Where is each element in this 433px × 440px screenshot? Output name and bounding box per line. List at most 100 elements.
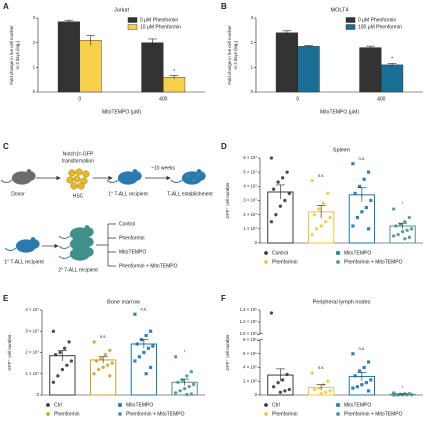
data-point bbox=[403, 220, 407, 224]
panel-label: C bbox=[3, 142, 9, 151]
arm-label: Control bbox=[119, 221, 135, 227]
y-tick-label: 5 × 10⁷ bbox=[243, 169, 257, 174]
data-point bbox=[325, 379, 330, 384]
arm-label: MitoTEMPO bbox=[119, 249, 146, 255]
legend-marker bbox=[336, 403, 340, 407]
chart-panel: 0 1 × 10⁷ 2 × 10⁷ 3 × 10⁷ 4 × 10⁷ E Bone marro… bbox=[3, 294, 205, 417]
data-point bbox=[407, 235, 412, 240]
label: ~10 weeks bbox=[151, 165, 176, 171]
legend-label: 100 μM Phenformin bbox=[358, 24, 402, 30]
data-point bbox=[96, 367, 101, 372]
data-point bbox=[278, 390, 283, 394]
data-point bbox=[56, 374, 60, 378]
legend-label: MitoTEMPO bbox=[344, 402, 371, 408]
data-point bbox=[280, 176, 285, 180]
data-point bbox=[187, 384, 191, 389]
panel-label: D bbox=[221, 142, 227, 151]
legend-label: Phenformin + MitoTEMPO bbox=[126, 411, 185, 417]
data-point bbox=[312, 212, 317, 217]
y-tick-label: 2 × 10⁷ bbox=[243, 212, 257, 217]
y-tick-label: 1.2 × 10⁶ bbox=[240, 319, 258, 324]
y-tick-label: 3 × 10⁷ bbox=[243, 198, 257, 203]
significance: n.s. bbox=[100, 334, 107, 339]
label: HSC bbox=[73, 193, 84, 199]
bar bbox=[348, 194, 376, 244]
legend-label: 0 μM Phenformin bbox=[358, 17, 396, 23]
chart-title: Spleen bbox=[333, 147, 350, 153]
chart-panel: 0 1 × 10⁷ 2 × 10⁷ 3 × 10⁷ 4 × 10⁷ 5 × 10⁷ 6 × … bbox=[221, 142, 423, 265]
data-point bbox=[316, 206, 321, 212]
x-tick-label: 0 bbox=[78, 96, 81, 102]
data-point bbox=[364, 381, 368, 385]
y-tick-label: 1 bbox=[251, 64, 254, 69]
y-tick-label: 2 × 10⁵ bbox=[243, 378, 257, 383]
significance: n.s. bbox=[141, 306, 148, 311]
data-point bbox=[351, 224, 355, 228]
data-point bbox=[185, 374, 189, 378]
data-point bbox=[137, 355, 141, 359]
diagram-panel: C Donor Notch1ᴵᶜ-GFP transformation HSC … bbox=[0, 142, 213, 273]
data-point bbox=[189, 392, 194, 396]
data-point bbox=[369, 198, 373, 203]
donor-recipient-mouse bbox=[4, 236, 40, 253]
data-point bbox=[391, 393, 396, 397]
data-point bbox=[283, 389, 287, 393]
bar bbox=[57, 21, 80, 93]
legend-marker bbox=[336, 251, 340, 255]
y-tick-label: 4 × 10⁵ bbox=[243, 365, 257, 370]
legend-marker bbox=[118, 403, 122, 407]
data-point bbox=[287, 191, 292, 196]
data-point bbox=[360, 210, 364, 214]
data-point bbox=[271, 385, 276, 389]
legend-swatch bbox=[127, 24, 138, 30]
leukemia-spots bbox=[186, 173, 200, 182]
data-point bbox=[269, 156, 274, 160]
data-point bbox=[176, 380, 180, 384]
data-point bbox=[92, 371, 97, 376]
data-point bbox=[67, 340, 71, 344]
legend-swatch bbox=[345, 17, 356, 23]
y-tick-label: 4 × 10⁷ bbox=[25, 307, 39, 312]
data-point bbox=[178, 389, 182, 393]
data-point bbox=[105, 363, 110, 368]
data-point bbox=[287, 387, 292, 392]
data-point bbox=[358, 184, 362, 188]
data-point bbox=[366, 170, 371, 174]
label: 1° T-ALL recipient bbox=[4, 259, 44, 265]
legend-label: Ctrl bbox=[272, 402, 280, 408]
data-point bbox=[283, 198, 287, 203]
legend-label: Phenformin bbox=[272, 259, 298, 265]
x-tick-label: 400 bbox=[159, 96, 168, 102]
data-point bbox=[103, 352, 108, 357]
panel-label: B bbox=[221, 2, 227, 11]
y-axis-label: in 3 days (log₂) bbox=[15, 40, 20, 69]
x-tick-label: 400 bbox=[377, 96, 386, 102]
y-tick-label: 2 bbox=[33, 40, 36, 45]
data-point bbox=[269, 311, 274, 315]
data-point bbox=[92, 339, 97, 344]
y-tick-label: 0 bbox=[255, 392, 258, 397]
arm-label: Phenformin bbox=[119, 235, 145, 241]
data-point bbox=[185, 392, 189, 397]
bar bbox=[163, 76, 186, 93]
y-axis-label: in 3 days (log₂) bbox=[233, 40, 238, 69]
hsc-cluster bbox=[66, 168, 90, 190]
data-point bbox=[310, 370, 315, 376]
data-point bbox=[351, 386, 355, 390]
data-point bbox=[409, 227, 414, 231]
bar bbox=[89, 359, 117, 396]
y-tick-label: 4 × 10⁷ bbox=[243, 183, 257, 188]
panel-label: A bbox=[3, 2, 9, 11]
y-tick-label: 6 × 10⁵ bbox=[243, 351, 257, 356]
y-tick-label: 2 bbox=[251, 40, 254, 45]
data-point bbox=[355, 385, 359, 389]
data-point bbox=[285, 372, 289, 377]
data-point bbox=[280, 378, 285, 382]
y-tick-label: 3 bbox=[251, 15, 254, 20]
data-point bbox=[316, 386, 321, 391]
data-point bbox=[51, 329, 56, 333]
data-point bbox=[276, 180, 280, 184]
legend-label: MitoTEMPO bbox=[126, 402, 153, 408]
bar bbox=[141, 42, 164, 93]
y-tick-label: 1 × 10⁷ bbox=[25, 371, 39, 376]
